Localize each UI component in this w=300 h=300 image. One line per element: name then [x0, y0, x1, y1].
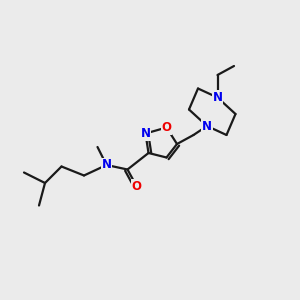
Text: N: N [101, 158, 112, 172]
Text: O: O [131, 179, 142, 193]
Text: N: N [202, 119, 212, 133]
Text: O: O [161, 121, 172, 134]
Text: N: N [212, 91, 223, 104]
Text: N: N [140, 127, 151, 140]
